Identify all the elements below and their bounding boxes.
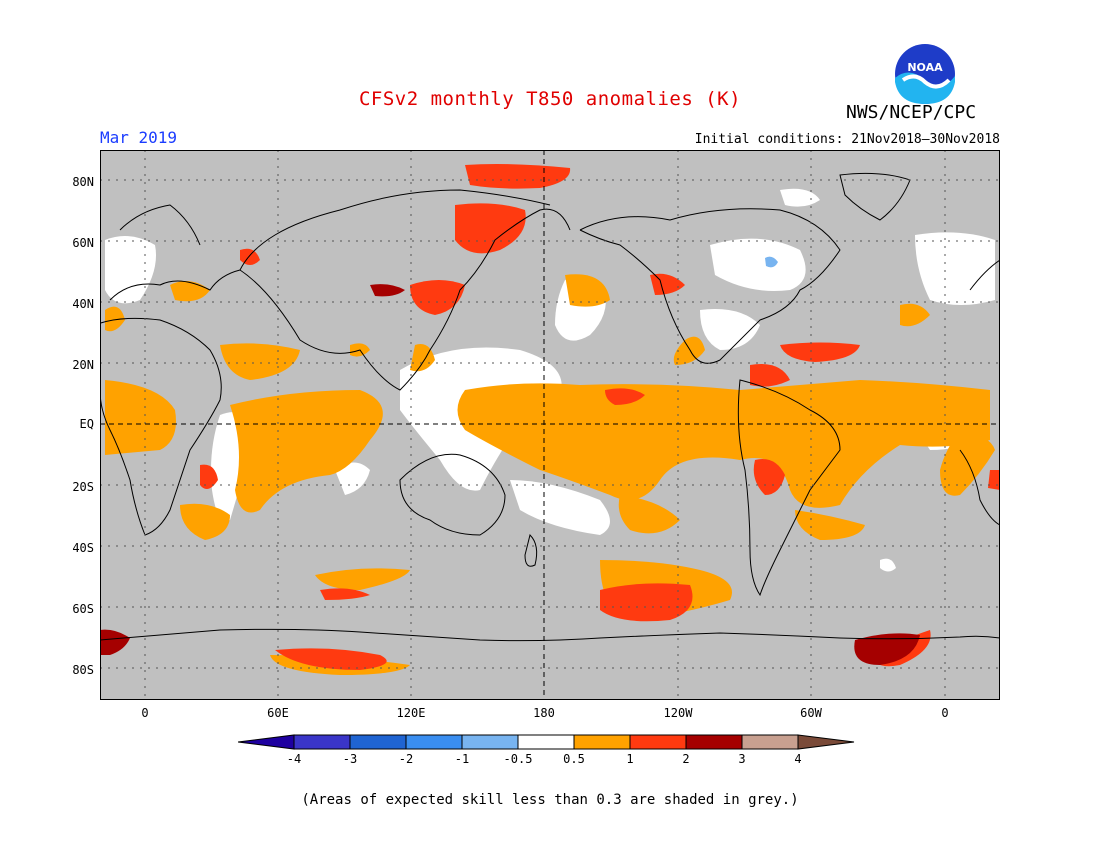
colorbar-segment [797, 734, 855, 750]
lat-label: 20N [72, 358, 94, 372]
colorbar-segment [629, 734, 687, 750]
lat-label: 80S [72, 663, 94, 677]
initial-conditions: Initial conditions: 21Nov2018–30Nov2018 [694, 132, 1000, 147]
svg-text:NOAA: NOAA [907, 61, 943, 74]
colorbar-label: -4 [286, 752, 302, 766]
warm-anomaly-2-3 [100, 284, 920, 665]
colorbar-label: -0.5 [503, 752, 533, 766]
colorbar-label: 3 [738, 752, 746, 766]
lat-label: 40N [72, 297, 94, 311]
lat-label: 20S [72, 480, 94, 494]
lon-label: 180 [533, 706, 555, 720]
colorbar [238, 734, 855, 750]
colorbar-segment [685, 734, 743, 750]
cool-anomaly [765, 256, 778, 268]
lat-label: 80N [72, 175, 94, 189]
warm-anomaly-0.5-1 [105, 274, 995, 675]
lat-label: 40S [72, 541, 94, 555]
lon-label: 60E [267, 706, 289, 720]
colorbar-segment [349, 734, 407, 750]
warm-anomaly-1-2 [200, 164, 1000, 670]
anomaly-map [100, 150, 1000, 700]
colorbar-segment [517, 734, 575, 750]
colorbar-segment [238, 734, 295, 750]
colorbar-label: -1 [454, 752, 470, 766]
colorbar-label: -2 [398, 752, 414, 766]
graticule [100, 150, 1000, 700]
colorbar-segment [573, 734, 631, 750]
lat-label: EQ [79, 417, 94, 431]
colorbar-segment [461, 734, 519, 750]
lon-label: 120W [663, 706, 693, 720]
coastlines [100, 172, 1000, 642]
lon-label: 0 [941, 706, 949, 720]
colorbar-segment [293, 734, 351, 750]
colorbar-label: 4 [794, 752, 802, 766]
lat-label: 60S [72, 602, 94, 616]
lon-label: 60W [800, 706, 822, 720]
map-title: CFSv2 monthly T850 anomalies (K) [358, 88, 742, 110]
lon-label: 120E [396, 706, 426, 720]
colorbar-label: 2 [682, 752, 690, 766]
lat-label: 60N [72, 236, 94, 250]
skill-footnote: (Areas of expected skill less than 0.3 a… [301, 792, 799, 808]
lon-label: 0 [141, 706, 149, 720]
colorbar-label: -3 [342, 752, 358, 766]
valid-month: Mar 2019 [100, 128, 178, 147]
colorbar-segment [741, 734, 799, 750]
colorbar-label: 0.5 [563, 752, 585, 766]
noaa-logo: NOAA [893, 42, 957, 110]
agency-label: NWS/NCEP/CPC [846, 102, 977, 123]
colorbar-label: 1 [626, 752, 634, 766]
colorbar-segment [405, 734, 463, 750]
equator-and-dateline [100, 150, 1000, 700]
